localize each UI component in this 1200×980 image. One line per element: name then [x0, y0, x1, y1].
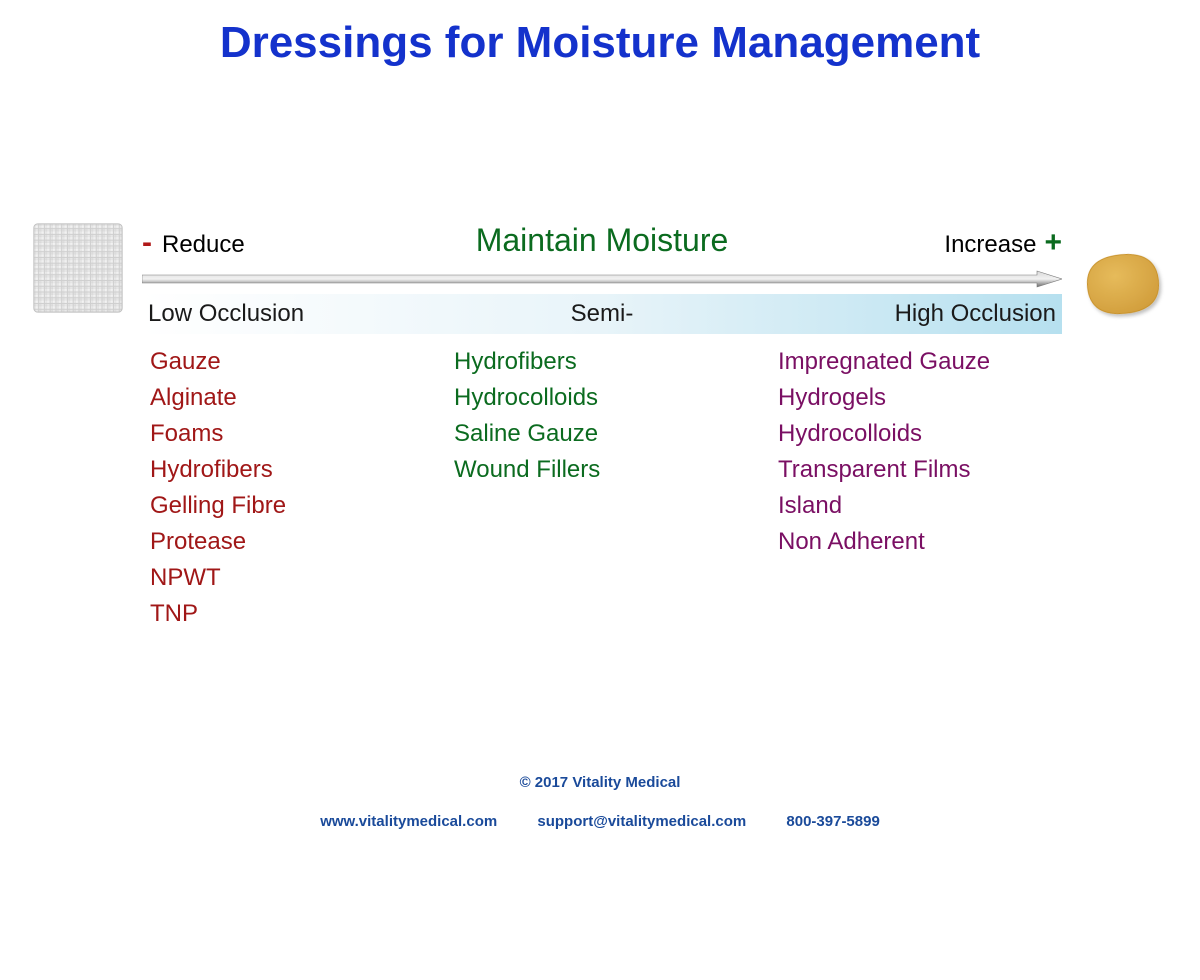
list-item: Gelling Fibre [150, 488, 434, 524]
reduce-column: GauzeAlginateFoamsHydrofibersGelling Fib… [150, 344, 434, 632]
list-item: NPWT [150, 560, 434, 596]
list-item: TNP [150, 596, 434, 632]
plus-sign: + [1044, 226, 1062, 260]
scale-row: - Reduce Maintain Moisture Increase + [142, 226, 1062, 270]
reduce-label: Reduce [162, 231, 245, 259]
list-item: Hydrocolloids [778, 416, 1062, 452]
page-title: Dressings for Moisture Management [0, 0, 1200, 68]
maintain-label: Maintain Moisture [476, 222, 729, 259]
list-item: Hydrofibers [454, 344, 738, 380]
increase-column: Impregnated GauzeHydrogelsHydrocolloidsT… [778, 344, 1062, 632]
list-item: Gauze [150, 344, 434, 380]
footer-contacts: www.vitalitymedical.com support@vitality… [0, 813, 1200, 830]
footer: © 2017 Vitality Medical www.vitalitymedi… [0, 774, 1200, 830]
list-item: Wound Fillers [454, 452, 738, 488]
list-item: Impregnated Gauze [778, 344, 1062, 380]
minus-sign: - [142, 226, 152, 260]
list-item: Island [778, 488, 1062, 524]
list-item: Protease [150, 524, 434, 560]
list-item: Alginate [150, 380, 434, 416]
occlusion-band: Low Occlusion Semi- High Occlusion [142, 294, 1062, 334]
scale-arrow [142, 270, 1062, 288]
semi-occlusion-label: Semi- [571, 300, 634, 328]
maintain-column: HydrofibersHydrocolloidsSaline GauzeWoun… [454, 344, 738, 632]
low-occlusion-label: Low Occlusion [148, 300, 304, 328]
list-item: Hydrocolloids [454, 380, 738, 416]
dressing-columns: GauzeAlginateFoamsHydrofibersGelling Fib… [150, 344, 1062, 632]
patch-icon [1068, 244, 1178, 324]
footer-copyright: © 2017 Vitality Medical [0, 774, 1200, 791]
list-item: Transparent Films [778, 452, 1062, 488]
list-item: Hydrogels [778, 380, 1062, 416]
high-occlusion-label: High Occlusion [895, 300, 1056, 328]
list-item: Hydrofibers [150, 452, 434, 488]
footer-email: support@vitalitymedical.com [537, 813, 746, 830]
increase-label: Increase [944, 231, 1036, 259]
footer-url: www.vitalitymedical.com [320, 813, 497, 830]
list-item: Non Adherent [778, 524, 1062, 560]
gauze-icon [30, 220, 126, 316]
list-item: Foams [150, 416, 434, 452]
list-item: Saline Gauze [454, 416, 738, 452]
footer-phone: 800-397-5899 [786, 813, 879, 830]
